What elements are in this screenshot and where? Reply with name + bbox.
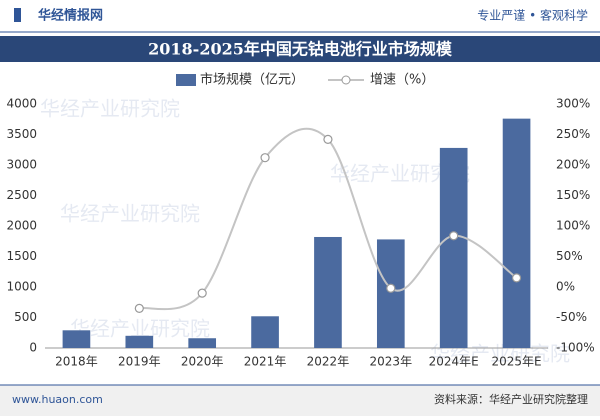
- line-point: [197, 288, 207, 298]
- y2-tick-label: 50%: [556, 249, 583, 263]
- y-tick-label: 3500: [6, 127, 37, 141]
- x-tick-label: 2023年: [370, 355, 413, 369]
- x-tick-label: 2024年E: [429, 355, 479, 369]
- bar: [62, 330, 91, 348]
- y-tick-label: 0: [29, 341, 37, 355]
- title-bar: [0, 36, 600, 62]
- x-tick-label: 2022年: [307, 355, 350, 369]
- y2-tick-label: 300%: [556, 97, 590, 111]
- bar: [125, 335, 154, 348]
- y-tick-label: 1000: [6, 280, 37, 294]
- y-tick-label: 2500: [6, 188, 37, 202]
- y2-tick-label: -100%: [556, 341, 595, 355]
- bar: [376, 239, 405, 348]
- bar: [251, 316, 279, 348]
- bar: [439, 147, 468, 348]
- y-tick-label: 4000: [6, 97, 37, 111]
- legend-swatch: [176, 74, 196, 86]
- logo-icon: [14, 8, 21, 22]
- x-tick-label: 2020年: [181, 355, 224, 369]
- y-tick-label: 1500: [6, 249, 37, 263]
- y2-tick-label: 0%: [556, 280, 575, 294]
- y2-tick-label: 100%: [556, 219, 590, 233]
- footer-bar: [0, 385, 600, 416]
- website: www.huaon.com: [12, 393, 103, 406]
- x-tick-label: 2025年E: [492, 355, 542, 369]
- bar: [314, 236, 342, 348]
- line-point: [134, 303, 144, 313]
- slogan: 专业严谨 • 客观科学: [477, 8, 588, 23]
- line-point: [511, 273, 522, 283]
- y2-tick-label: 200%: [556, 158, 590, 172]
- x-tick-label: 2018年: [55, 355, 98, 369]
- x-tick-label: 2021年: [244, 355, 287, 369]
- legend-swatch: [341, 75, 351, 85]
- line-point: [386, 283, 396, 293]
- watermark: 华经产业研究院: [40, 97, 180, 121]
- line-point: [449, 231, 459, 241]
- logo: 华经情报网: [38, 8, 103, 24]
- legend-label: 增速（%）: [370, 73, 434, 88]
- line-point: [260, 153, 270, 163]
- y2-tick-label: 150%: [556, 188, 590, 202]
- legend-label: 市场规模（亿元）: [200, 72, 304, 88]
- chart-title: 2018-2025年中国无钴电池行业市场规模: [148, 40, 453, 59]
- x-tick-label: 2019年: [118, 355, 161, 369]
- y2-tick-label: 250%: [556, 127, 590, 141]
- y2-tick-label: -50%: [556, 310, 587, 324]
- bar: [502, 118, 531, 348]
- line-point: [323, 134, 333, 144]
- y-tick-label: 3000: [6, 158, 37, 172]
- bar: [188, 338, 217, 348]
- source: 资料来源：华经产业研究院整理: [434, 392, 588, 406]
- y-tick-label: 2000: [6, 219, 37, 233]
- y-tick-label: 500: [14, 310, 37, 324]
- watermark: 华经产业研究院: [60, 202, 200, 226]
